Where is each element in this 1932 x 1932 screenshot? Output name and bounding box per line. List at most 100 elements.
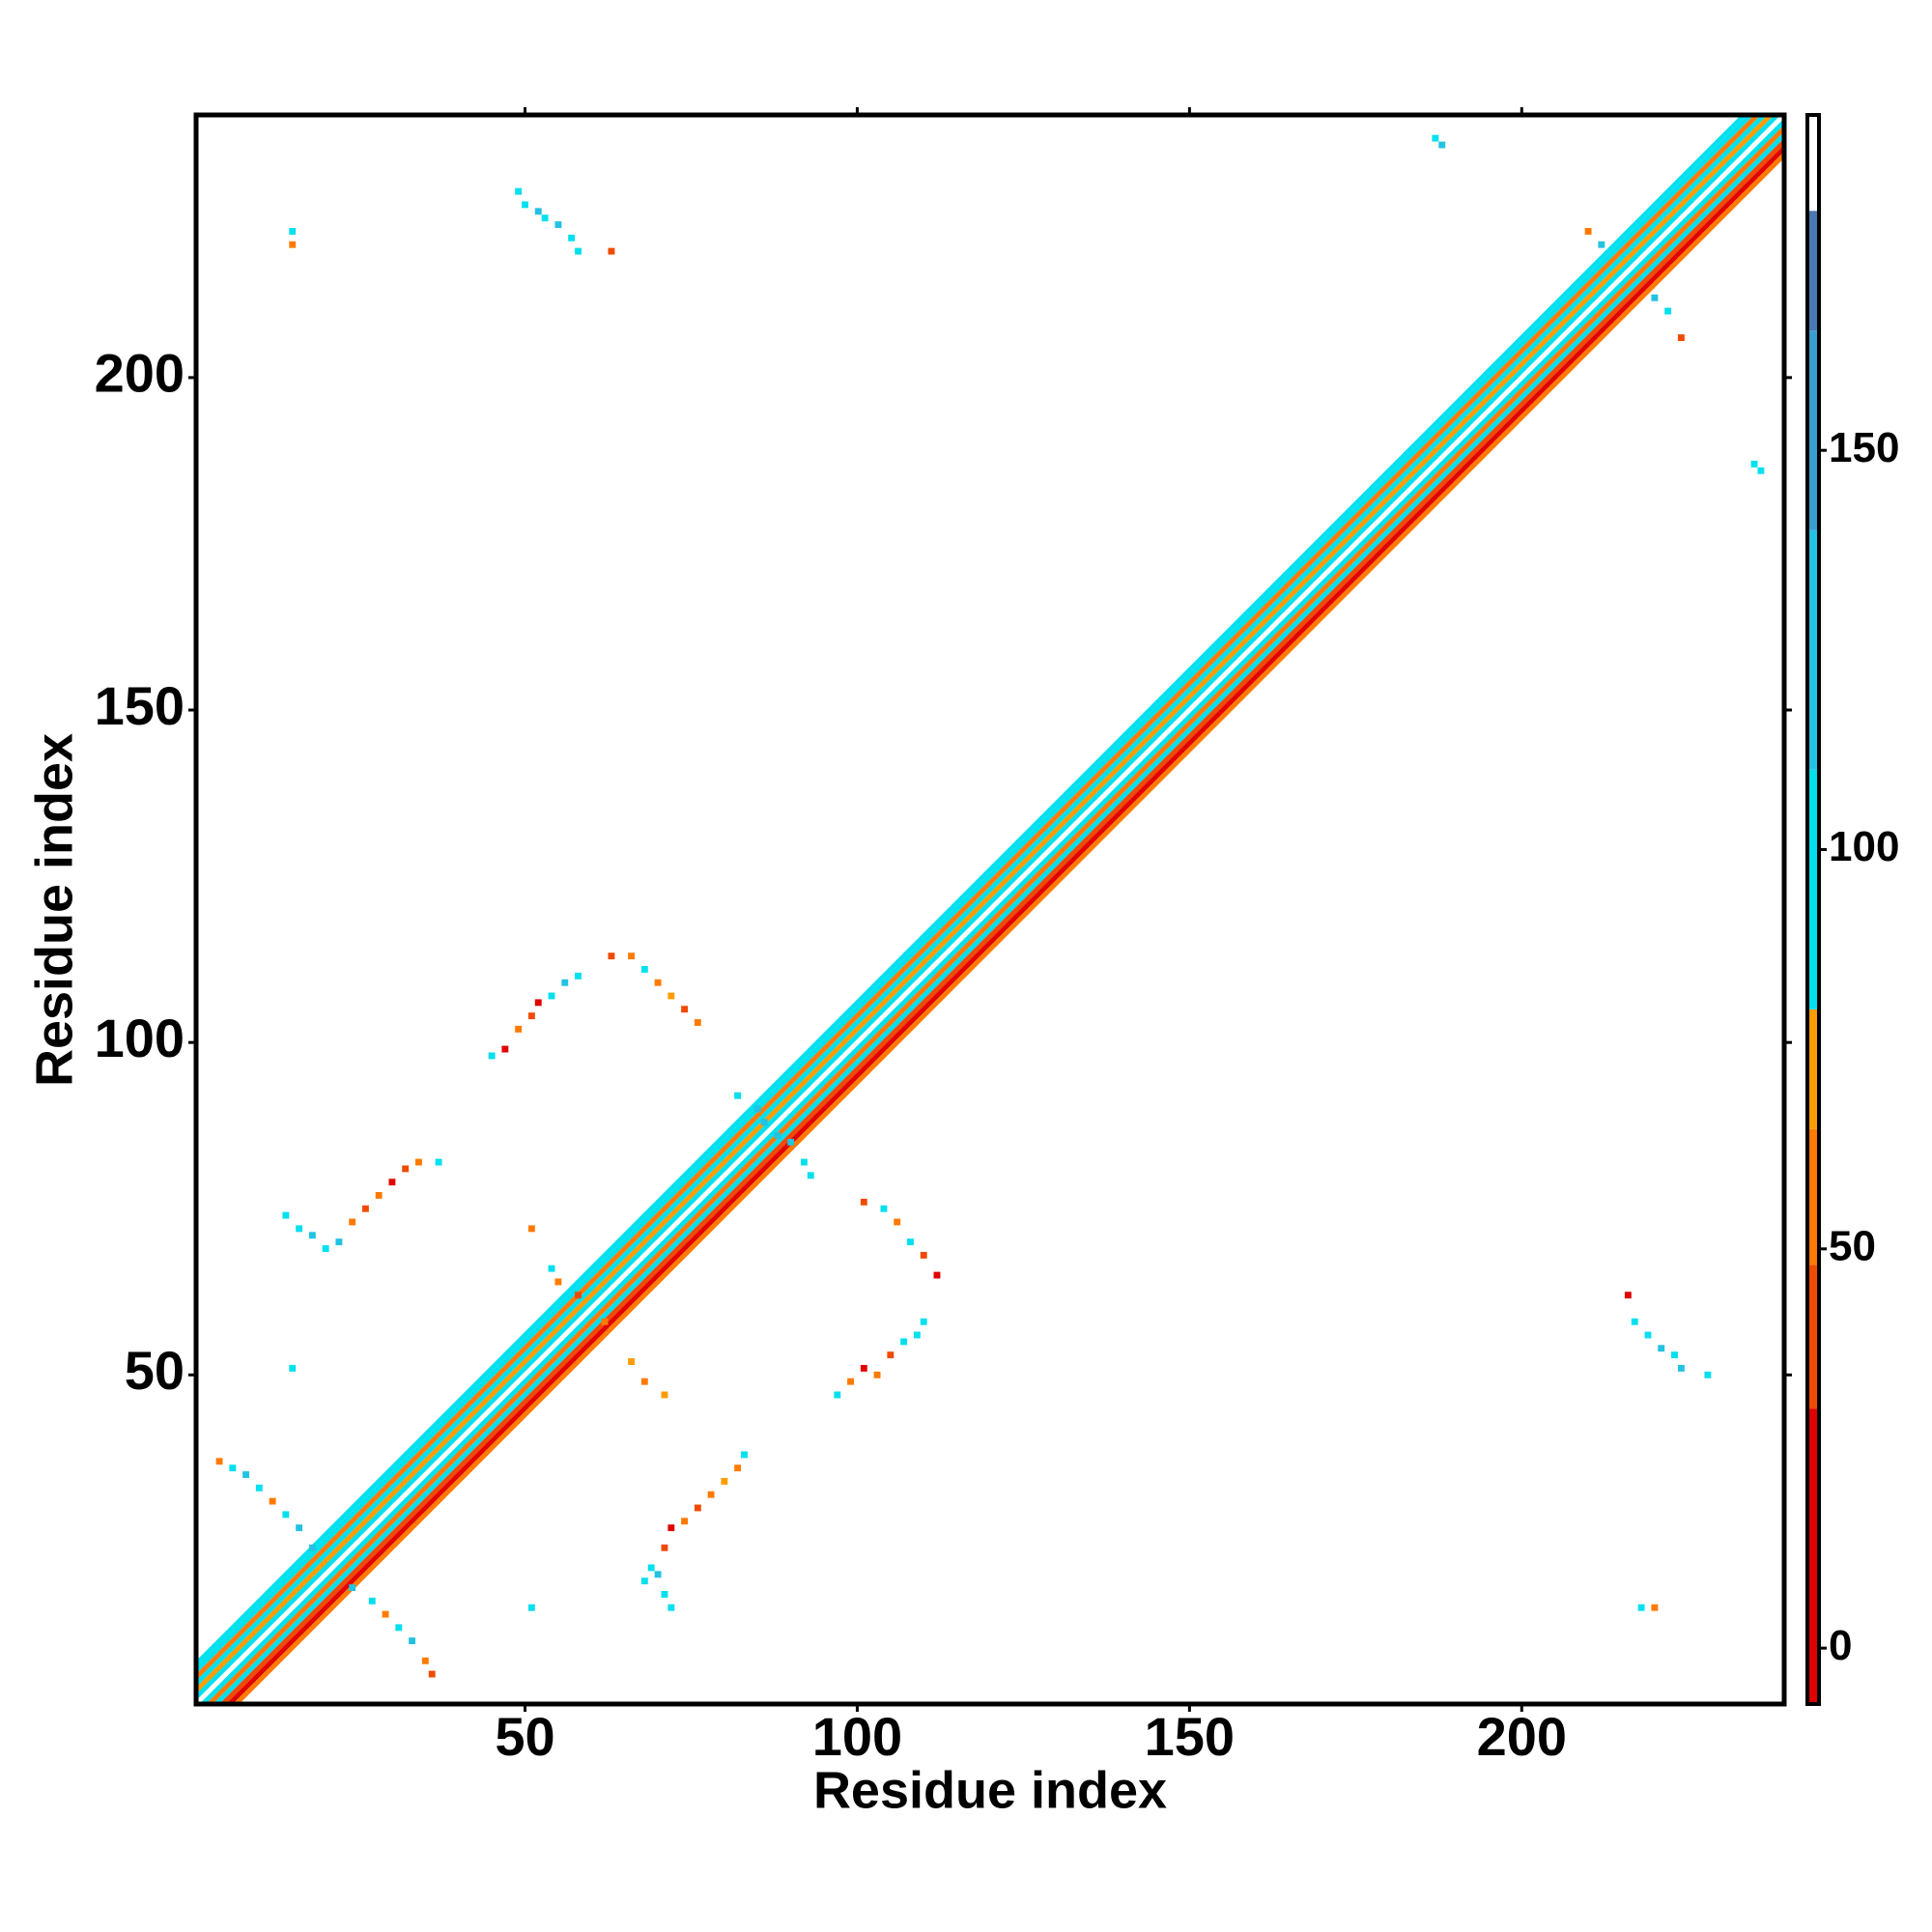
cell [628,1358,635,1365]
cell [382,1610,389,1618]
diagonal-strip [196,115,1761,1681]
cell [933,1271,941,1279]
cell [1651,294,1659,301]
cell [628,952,635,960]
cell [527,1604,535,1611]
cell [894,1218,901,1226]
cell [322,1245,329,1252]
cell [308,1544,316,1551]
colorbar-band [1807,1264,1819,1409]
diagonal-strip [196,115,1781,1701]
cell [402,1165,410,1173]
cell [522,201,528,209]
y-tick-label: 100 [95,1008,185,1068]
plot-area [196,115,1784,1704]
cell [654,979,662,986]
cell [375,1192,383,1199]
cell [694,1019,701,1026]
cell [421,1657,429,1664]
diagonal-strip [196,115,1755,1675]
cell [640,1577,648,1585]
cell [575,247,582,255]
cell [1432,134,1439,142]
cell [608,247,615,255]
cell [774,1132,781,1139]
cell [661,1391,668,1399]
diagonal-strip [196,115,1748,1668]
cell [834,1391,841,1399]
cell [807,1172,814,1179]
cell [388,1179,396,1186]
colorbar-band [1807,1408,1819,1704]
cell [668,992,675,1000]
y-tick-label: 50 [125,1340,185,1401]
cell [282,1211,290,1219]
cell [900,1338,908,1346]
cell [694,1504,701,1512]
cell [296,1524,303,1532]
colorbar-band [1807,330,1819,530]
cell [1677,1364,1685,1372]
cell [308,1232,316,1239]
cell [1637,1604,1645,1611]
cell [242,1471,250,1478]
cell [860,1364,867,1372]
cell [760,1119,768,1126]
colorbar-frame [1805,113,1821,1706]
cell [907,1238,914,1246]
diagonal-strip [196,115,1784,1704]
cell [1624,1292,1632,1299]
x-tick-label: 50 [495,1706,554,1767]
colorbar-band [1807,1009,1819,1129]
cell [1664,307,1672,315]
cell [289,241,297,248]
diagonal-strip [219,138,1784,1704]
cell [734,1092,742,1099]
cell [575,972,582,980]
cell [707,1491,715,1498]
cell [860,1198,867,1206]
cell [873,1371,881,1378]
cell [255,1484,263,1492]
colorbar-band [1807,115,1819,212]
cell [541,214,549,222]
cell [681,1006,689,1013]
cell [361,1205,369,1212]
cell [527,1225,535,1233]
cell [661,1544,668,1551]
cell [1438,141,1446,149]
cell [296,1225,303,1233]
diagonal-strip [196,115,1775,1694]
plot-frame [193,112,1787,1707]
colorbar-band [1807,769,1819,1009]
cell [753,1105,761,1113]
cell [721,1477,728,1485]
cell [1584,228,1592,235]
x-tick-label: 100 [812,1706,902,1767]
cell [289,228,297,235]
cell [847,1378,854,1385]
cell [887,1351,895,1359]
cell [913,1331,921,1339]
cell [1631,1318,1638,1325]
y-tick-label: 150 [95,675,185,736]
cell [414,1158,422,1166]
cell [1598,241,1605,248]
cell [787,1138,795,1146]
cell [1644,1331,1652,1339]
colorbar-band [1807,529,1819,770]
cell [527,1012,535,1020]
colorbar-band [1807,211,1819,331]
x-axis-label: Residue index [813,1761,1167,1819]
cell [501,1045,509,1053]
cell [1750,460,1758,468]
cell [734,1464,742,1472]
cell [269,1497,276,1505]
cell [215,1458,223,1465]
cell [561,979,569,986]
diagonal-strip [225,144,1784,1704]
cell [608,952,615,960]
cell [368,1597,376,1605]
diagonal-strip [206,125,1784,1704]
